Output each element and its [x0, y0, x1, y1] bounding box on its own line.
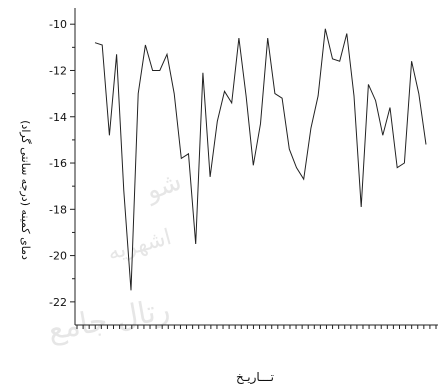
- y-tick-label: -20: [49, 250, 67, 263]
- watermark-text-2: اشهریه: [105, 225, 174, 266]
- watermark-text-1: شو: [140, 166, 185, 207]
- y-axis-label: دمای کمینه (درجه سانتی گراد): [19, 120, 32, 260]
- series-line: [94, 28, 427, 291]
- y-tick-label: -16: [49, 157, 67, 170]
- y-tick-label: -10: [49, 18, 67, 31]
- axes: [74, 8, 438, 326]
- ticks: -10 -12 -14 -16 -18 -20 -22: [49, 18, 437, 329]
- x-axis-label: تـــاریـخ: [236, 370, 274, 385]
- y-tick-label: -12: [49, 64, 67, 77]
- y-tick-label: -18: [49, 203, 67, 216]
- y-tick-label: -22: [49, 296, 67, 309]
- series-layer: [94, 28, 427, 291]
- y-tick-label: -14: [49, 111, 67, 124]
